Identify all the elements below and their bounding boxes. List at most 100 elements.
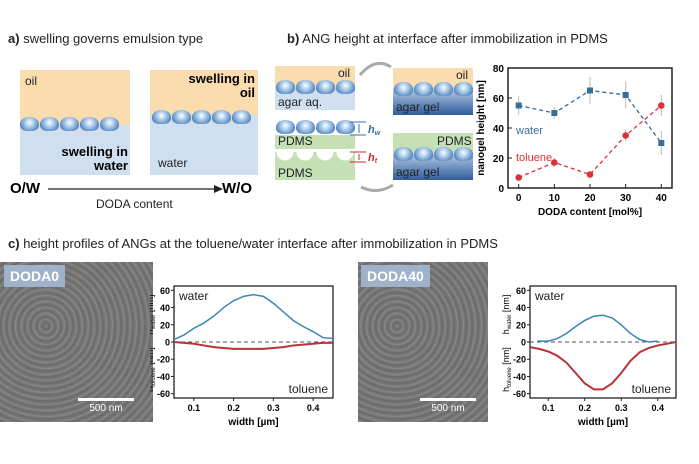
sem-image-doda40 (358, 262, 488, 422)
y-axis-label-toluene: htoluene [nm] (150, 347, 157, 392)
y-tick-label: 40 (516, 303, 526, 313)
y-tick-label: -40 (513, 372, 526, 382)
oil-label: oil (338, 66, 351, 80)
scale-label: 500 nm (431, 403, 465, 414)
profile-line-water (173, 293, 334, 341)
oil-phase (393, 68, 473, 88)
swelling-water-label: swelling in water (61, 144, 128, 173)
series-label-water: water (178, 289, 208, 303)
x-tick-label: 0 (516, 193, 522, 204)
data-point-toluene (622, 132, 629, 139)
series-label-toluene: toluene (289, 382, 329, 396)
x-tick-label: 0.4 (651, 403, 664, 413)
nanogel-height-chart: 0 20 40 60 80 0 10 20 30 40 DODA content [mol%] nan… (476, 64, 673, 218)
panel-a-title: a) swelling governs emulsion type (8, 31, 203, 46)
water-label: water (158, 156, 188, 170)
height-markers: hw ht (350, 121, 381, 165)
arrow-icon (48, 185, 223, 193)
water-phase (150, 115, 258, 175)
y-axis-label-toluene: htoluene [nm] (501, 347, 513, 392)
y-tick-label: 20 (493, 154, 505, 165)
title-text: swelling governs emulsion type (23, 31, 204, 46)
data-point-toluene (586, 171, 594, 178)
x-tick-label: 10 (549, 193, 561, 204)
x-axis-label: width [µm] (577, 417, 628, 428)
y-tick-label: 40 (160, 303, 170, 313)
data-point-water (658, 140, 665, 146)
oil-phase (150, 70, 258, 115)
process-arrows (358, 61, 394, 192)
x-tick-label: 0.1 (542, 403, 555, 413)
data-point-water (551, 110, 558, 116)
y-tick-label: 20 (516, 320, 526, 330)
nanogels-ow (20, 117, 119, 133)
series-label-water: water (534, 289, 564, 303)
y-tick-label: -20 (513, 355, 526, 365)
panel-c-title: c) height profiles of ANGs at the toluen… (8, 236, 498, 251)
series-line-toluene (518, 105, 662, 179)
y-tick-label: 60 (160, 286, 170, 296)
title-text: height profiles of ANGs at the toluene/w… (23, 236, 498, 251)
oil-label: oil (25, 74, 38, 88)
x-tick-label: 0.2 (227, 403, 240, 413)
y-tick-label: 60 (493, 94, 505, 105)
x-tick-label: 30 (620, 193, 632, 204)
sem-image-doda0 (0, 262, 153, 422)
ow-label: O/W (10, 180, 40, 197)
agar-gel-label: agar gel (396, 100, 440, 114)
y-axis-label: nanogel height [nm] (476, 80, 487, 176)
water-phase (20, 125, 130, 175)
data-point-toluene (658, 102, 665, 109)
panel-b-title: b) ANG height at interface after immobil… (287, 31, 608, 46)
agar-gel-label: agar gel (396, 165, 440, 179)
oil-phase (20, 70, 130, 125)
data-point-water (622, 92, 629, 98)
nanogels (394, 147, 473, 163)
profile-line-toluene (529, 341, 677, 391)
x-tick-label: 0.3 (615, 403, 628, 413)
pdms-phase (393, 133, 473, 153)
nanogels (394, 82, 473, 98)
legend-water: water (515, 125, 543, 137)
x-tick-label: 40 (656, 193, 668, 204)
x-tick-label: 0.2 (578, 403, 591, 413)
y-tick-label: 0 (165, 338, 170, 348)
x-tick-label: 20 (584, 193, 596, 204)
svg-text:hw: hw (368, 124, 381, 137)
oil-phase (275, 66, 355, 86)
scale-label: 500 nm (89, 403, 123, 414)
title-text: ANG height at interface after immobiliza… (302, 31, 608, 46)
profile-line-water (537, 314, 658, 343)
scale-bar (78, 398, 134, 401)
y-tick-label: 60 (516, 286, 526, 296)
scale-bar (420, 398, 476, 401)
curved-arrow-icon (360, 183, 394, 192)
panel-letter: b) (287, 31, 300, 46)
data-point-toluene (515, 174, 522, 181)
legend-toluene: toluene (516, 152, 552, 164)
data-point-water (587, 87, 593, 94)
y-tick-label: 20 (160, 320, 170, 330)
pdms-phase (275, 135, 355, 149)
y-tick-label: 0 (498, 184, 504, 195)
nanogels-wo (152, 110, 251, 126)
y-axis-label-water: hwater [nm] (501, 295, 513, 335)
y-tick-label: -60 (513, 389, 526, 399)
height-profile-doda40: 60 40 20 0 -20 -40 -60 0.1 0.2 0.3 0.4 width [µm] hw… (501, 285, 677, 428)
y-tick-label: -20 (157, 355, 170, 365)
pdms-imprint (275, 152, 355, 180)
y-axis-label-water: hwater [nm] (150, 295, 157, 335)
pdms-label: PDMS (278, 166, 313, 180)
x-tick-label: 0.4 (307, 403, 320, 413)
x-axis-label: DODA content [mol%] (538, 207, 642, 218)
y-tick-label: 0 (521, 338, 526, 348)
nanogels (276, 80, 355, 96)
swelling-oil-label: swelling in oil (188, 71, 255, 100)
oil-label: oil (456, 68, 469, 82)
doda-content-label: DODA content (96, 197, 173, 211)
y-tick-label: -40 (157, 372, 170, 382)
data-point-water (515, 102, 522, 109)
panel-letter: c) (8, 236, 20, 251)
height-profile-doda0: 60 40 20 0 -20 -40 -60 0.1 0.2 0.3 0.4 width [µm] hw… (150, 285, 334, 428)
